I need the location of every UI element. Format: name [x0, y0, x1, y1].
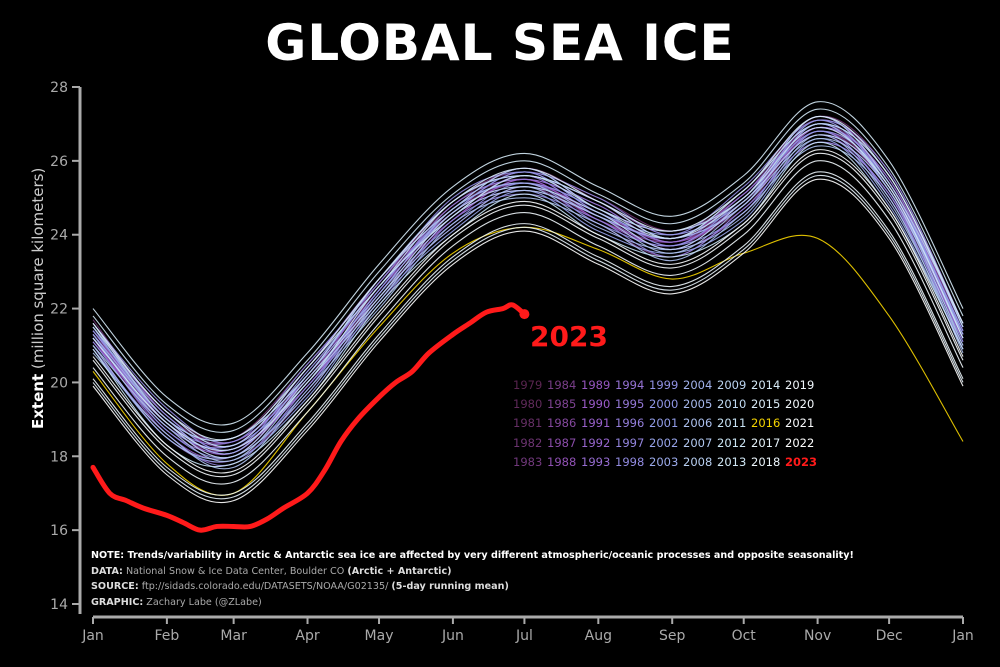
legend-item-2000: 2000 [649, 397, 679, 412]
legend-item-1983: 1983 [513, 454, 543, 469]
y-tick-label: 20 [50, 375, 68, 391]
legend-item-2008: 2008 [683, 454, 713, 469]
legend-item-2001: 2001 [649, 416, 679, 431]
legend-item-2020: 2020 [785, 397, 815, 412]
legend-item-1993: 1993 [581, 454, 611, 469]
legend-item-1994: 1994 [615, 378, 645, 392]
series-line-2012 [92, 127, 964, 452]
legend-item-2017: 2017 [751, 435, 781, 450]
legend-item-1987: 1987 [547, 435, 577, 450]
legend-item-1986: 1986 [547, 416, 577, 431]
series-line-2017 [92, 175, 964, 500]
note-text: NOTE: Trends/variability in Arctic & Ant… [91, 550, 854, 561]
x-tick-label: Jun [441, 628, 464, 644]
legend-item-2021: 2021 [785, 416, 815, 431]
y-tick-label: 26 [50, 154, 68, 170]
legend-item-2006: 2006 [683, 416, 713, 431]
legend-item-2003: 2003 [649, 454, 679, 469]
legend-item-2007: 2007 [683, 435, 713, 450]
x-tick-label: Jul [515, 628, 533, 644]
x-tick-label: Jan [81, 628, 104, 644]
source-credit: SOURCE: ftp://sidads.colorado.edu/DATASE… [91, 581, 509, 592]
y-axis-label-bold: Extent [29, 373, 47, 429]
series-line-2015 [92, 115, 964, 441]
x-tick-label: Apr [295, 628, 319, 644]
x-tick-label: Aug [585, 628, 612, 644]
annotation-2023: 2023 [530, 320, 608, 353]
legend-item-2014: 2014 [751, 378, 781, 392]
legend-item-1980: 1980 [513, 397, 543, 412]
legend: 1979 1980 1981 1982 1983 1984 1985 1986 1987 1988… [513, 378, 819, 474]
notes: NOTE: Trends/variability in Arctic & Ant… [91, 548, 854, 610]
legend-item-1990: 1990 [581, 397, 611, 412]
series-endpoint-2023 [519, 309, 530, 320]
series-line-2022 [92, 178, 964, 504]
x-tick-label: Feb [154, 628, 179, 644]
legend-item-1979: 1979 [513, 378, 543, 392]
x-tick-label: Oct [732, 628, 757, 644]
legend-item-1991: 1991 [581, 416, 611, 431]
series-line-2020 [92, 152, 964, 478]
series-line-2004 [92, 123, 964, 455]
legend-item-2019: 2019 [785, 378, 815, 392]
graphic-credit: GRAPHIC: Zachary Labe (@ZLabe) [91, 596, 262, 608]
legend-item-1998: 1998 [615, 454, 645, 469]
series-line-2023 [90, 302, 527, 533]
x-tick-label: Sep [659, 628, 686, 644]
legend-item-2009: 2009 [717, 378, 747, 392]
legend-item-2023: 2023 [785, 454, 818, 469]
legend-item-1988: 1988 [547, 454, 577, 469]
series-line-2007 [92, 138, 964, 462]
series-line-2021 [92, 149, 964, 474]
y-tick-label: 18 [50, 449, 68, 465]
series-line-2014 [92, 101, 964, 426]
legend-item-2018: 2018 [751, 454, 781, 469]
legend-item-2022: 2022 [785, 435, 815, 450]
x-tick-label: Jan [951, 628, 974, 644]
series-line-2011 [92, 141, 964, 468]
legend-item-2005: 2005 [683, 397, 713, 412]
chart-title: GLOBAL SEA ICE [265, 14, 735, 72]
series-line-2018 [92, 171, 964, 496]
x-tick-label: Dec [876, 628, 903, 644]
legend-item-1996: 1996 [615, 416, 645, 431]
series-line-2006 [92, 145, 964, 470]
legend-item-2013: 2013 [717, 454, 747, 469]
x-tick-label: Mar [220, 628, 247, 644]
y-tick-label: 28 [50, 80, 68, 96]
legend-item-2015: 2015 [751, 397, 781, 412]
legend-item-2004: 2004 [683, 378, 713, 392]
series-line-2009 [92, 134, 964, 459]
legend-item-1982: 1982 [513, 435, 543, 450]
legend-item-1995: 1995 [615, 397, 645, 412]
y-tick-label: 22 [50, 302, 68, 318]
data-credit: DATA: National Snow & Ice Data Center, B… [91, 565, 452, 577]
legend-item-1985: 1985 [547, 397, 577, 412]
y-tick-label: 14 [50, 597, 68, 613]
y-axis-label: Extent (million square kilometers) [29, 167, 47, 429]
legend-item-1999: 1999 [649, 378, 679, 392]
y-tick-label: 24 [50, 228, 68, 244]
legend-item-1989: 1989 [581, 378, 611, 392]
legend-item-2012: 2012 [717, 435, 747, 450]
legend-item-2016: 2016 [751, 416, 781, 431]
legend-item-2002: 2002 [649, 435, 679, 450]
series-line-2019 [92, 160, 964, 485]
legend-item-2010: 2010 [717, 397, 747, 412]
y-tick-label: 16 [50, 523, 68, 539]
series-line-2013 [92, 108, 964, 433]
legend-item-1981: 1981 [513, 416, 543, 431]
legend-item-2011: 2011 [717, 416, 747, 431]
legend-item-1992: 1992 [581, 435, 611, 450]
y-axis-label-unit: (million square kilometers) [29, 167, 47, 370]
x-tick-label: Nov [804, 628, 831, 644]
legend-item-1997: 1997 [615, 435, 645, 450]
legend-item-1984: 1984 [547, 378, 577, 392]
x-tick-label: May [365, 628, 394, 644]
